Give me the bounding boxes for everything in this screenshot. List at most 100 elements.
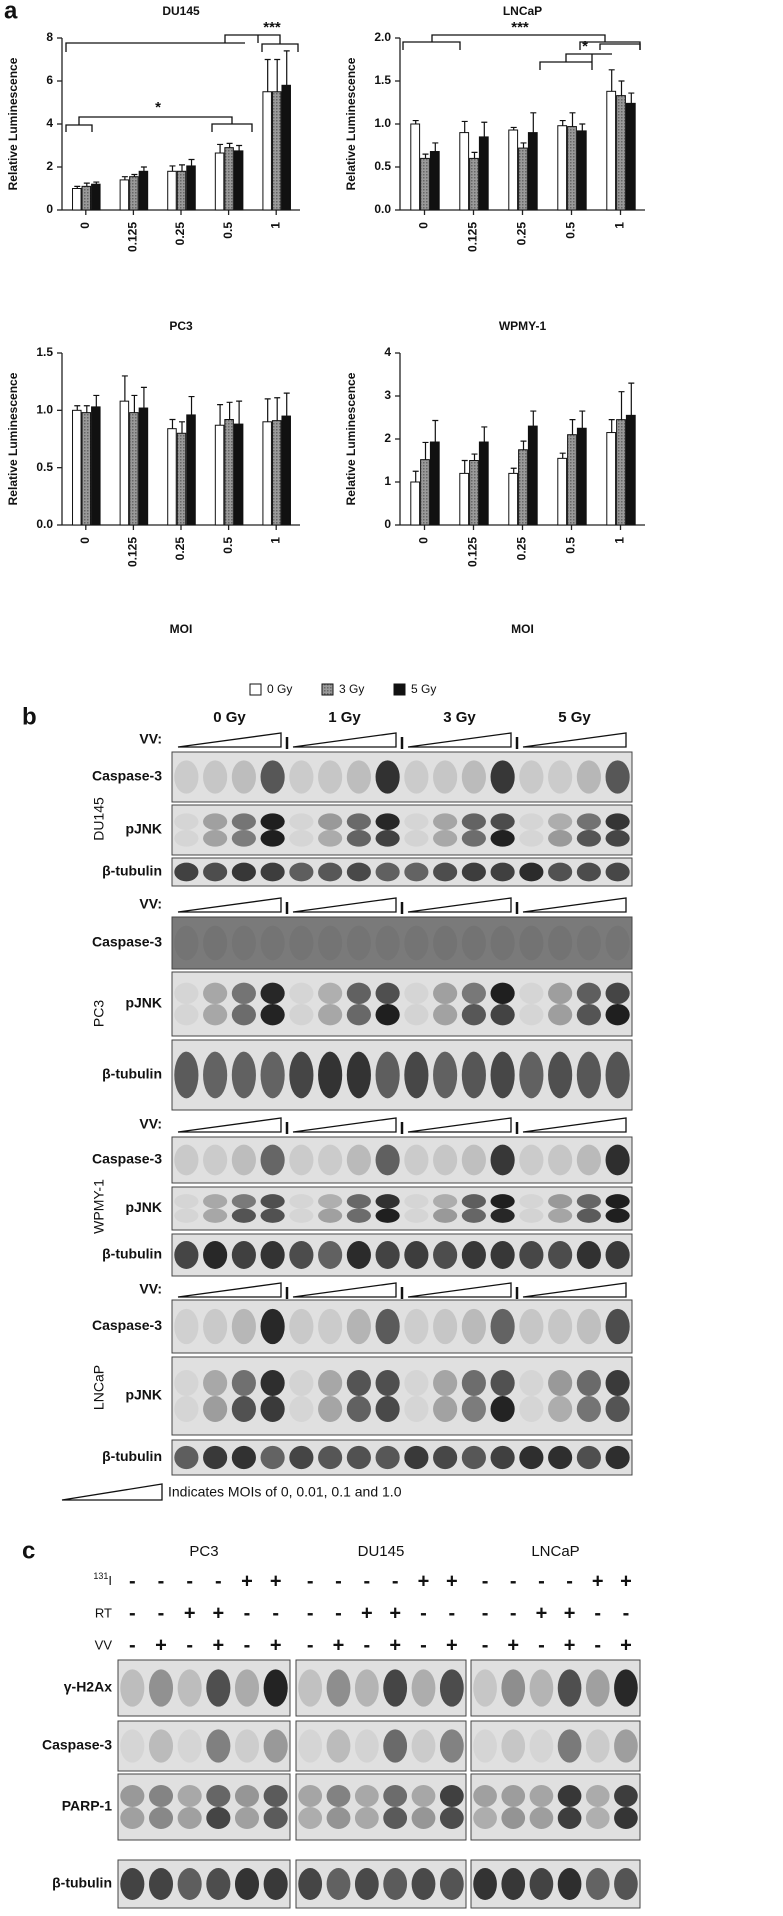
band: [346, 1308, 371, 1345]
bar: 5 Gy: [281, 415, 291, 526]
band: [439, 1729, 464, 1763]
band: [548, 1308, 573, 1345]
x-tick-label: 0.5: [564, 222, 578, 239]
treatment-sign: -: [215, 1570, 222, 1592]
band: [404, 1194, 429, 1209]
row-label: Caspase-3: [92, 1151, 162, 1167]
band: [231, 925, 256, 961]
band: [231, 862, 256, 882]
band: [206, 1785, 231, 1807]
band: [490, 830, 515, 847]
band: [174, 1004, 199, 1026]
row-label: Caspase-3: [92, 1317, 162, 1333]
bar: 0 Gy: [606, 90, 617, 211]
band: [461, 925, 486, 961]
band: [260, 1308, 285, 1345]
band: [346, 1370, 371, 1396]
band: [354, 1807, 379, 1829]
band: [346, 1396, 371, 1422]
bar: 0 Gy: [167, 170, 177, 211]
bar: 3 Gy: [81, 185, 92, 211]
bar: 5 Gy: [233, 423, 244, 526]
band: [529, 1807, 554, 1829]
band: [346, 1208, 371, 1223]
error-bar: [520, 142, 527, 149]
legend-label: 3 Gy: [339, 682, 364, 696]
band: [490, 1194, 515, 1209]
band: [203, 1308, 228, 1345]
band: [177, 1807, 202, 1829]
panel-label: b: [22, 703, 37, 730]
band: [263, 1807, 288, 1829]
blot: [171, 916, 633, 970]
band: [174, 1308, 199, 1345]
significance: *: [155, 99, 161, 116]
band: [289, 1370, 314, 1396]
treatment-sign: -: [307, 1570, 314, 1592]
band: [433, 982, 458, 1004]
treatment-sign: +: [564, 1634, 576, 1656]
treatment-sign: +: [446, 1570, 458, 1592]
moi-wedge: [407, 1117, 512, 1133]
band: [439, 1785, 464, 1807]
band: [260, 1370, 285, 1396]
band: [473, 1729, 497, 1763]
band: [234, 1785, 260, 1807]
y-tick-label: 0.0: [374, 202, 391, 216]
band: [289, 982, 314, 1004]
bar: 0 Gy: [262, 91, 272, 211]
band: [529, 1729, 554, 1763]
band: [501, 1669, 526, 1707]
treatment-sign: -: [448, 1602, 455, 1624]
treatment-sign: -: [158, 1602, 165, 1624]
treatment-sign: +: [212, 1602, 224, 1624]
band: [519, 1144, 544, 1176]
band: [289, 830, 314, 847]
treatment-sign: +: [418, 1570, 430, 1592]
y-tick-label: 6: [46, 73, 53, 87]
band: [346, 813, 371, 831]
band: [318, 830, 343, 847]
treatment-sign: -: [335, 1602, 342, 1624]
significance-bracket: [65, 116, 253, 132]
moi-wedge: [292, 1282, 397, 1298]
error-bar: [121, 375, 128, 402]
band: [614, 1807, 638, 1829]
treatment-label: VV: [95, 1637, 113, 1652]
treatment-label: 131I: [93, 1571, 112, 1588]
error-bar: [217, 143, 224, 154]
band: [318, 925, 343, 961]
band: [585, 1785, 610, 1807]
significance: ***: [263, 19, 281, 36]
band: [605, 862, 630, 882]
error-bar: [412, 470, 419, 482]
band: [411, 1669, 436, 1707]
blot: [470, 1859, 641, 1909]
band: [231, 1194, 256, 1209]
row-label: VV:: [139, 731, 162, 747]
error-bar: [74, 405, 81, 411]
band: [576, 982, 601, 1004]
error-bar: [530, 410, 537, 427]
treatment-sign: +: [389, 1602, 401, 1624]
bar: 5 Gy: [576, 130, 587, 211]
band: [557, 1785, 582, 1807]
band: [203, 813, 228, 831]
bar: 3 Gy: [224, 147, 234, 211]
band: [576, 1308, 601, 1345]
band: [375, 813, 400, 831]
band: [404, 1208, 429, 1223]
bar: 3 Gy: [420, 459, 430, 526]
error-bar: [74, 185, 81, 189]
band: [548, 1051, 573, 1099]
significance-bracket: [402, 34, 641, 50]
band: [346, 760, 371, 794]
band: [519, 760, 544, 794]
significance-bracket: [539, 43, 641, 70]
dose-header: 1 Gy: [328, 709, 361, 726]
moi-wedge: [292, 732, 397, 748]
moi-wedge: [177, 1282, 282, 1298]
band: [260, 1194, 285, 1209]
error-bar: [179, 164, 185, 172]
bar: 3 Gy: [176, 432, 187, 526]
